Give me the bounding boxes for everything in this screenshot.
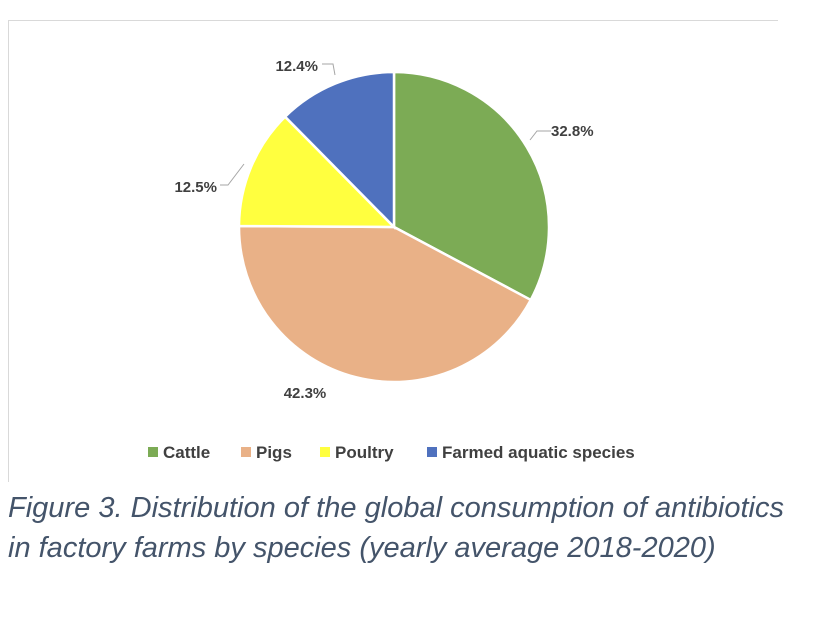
legend-label: Pigs	[256, 443, 292, 462]
legend-label: Cattle	[163, 443, 210, 462]
pie-slices	[237, 70, 551, 384]
data-labels: 32.8% 42.3% 12.5% 12.4%	[174, 58, 593, 402]
leader-line	[529, 130, 551, 141]
data-label: 42.3%	[284, 385, 327, 402]
pie-chart: 32.8% 42.3% 12.5% 12.4% Cattle Pigs Poultry Fa…	[148, 58, 635, 462]
legend: Cattle Pigs Poultry Farmed aquatic species	[148, 443, 635, 462]
data-label: 12.4%	[275, 58, 318, 75]
data-label: 12.5%	[174, 179, 217, 196]
chart-frame	[8, 20, 778, 482]
legend-swatch	[427, 447, 437, 457]
legend-swatch	[148, 447, 158, 457]
figure-caption: Figure 3. Distribution of the global con…	[8, 492, 784, 564]
leader-line	[322, 63, 336, 76]
pie-slice-cattle	[392, 70, 551, 302]
pie-slice-pigs	[237, 224, 533, 384]
leader-lines	[220, 63, 551, 186]
legend-label: Poultry	[335, 443, 394, 462]
legend-swatch	[241, 447, 251, 457]
pie-slice-farmed-aquatic-species	[283, 70, 396, 231]
legend-swatch	[320, 447, 330, 457]
legend-label: Farmed aquatic species	[442, 443, 635, 462]
data-label: 32.8%	[551, 123, 594, 140]
pie-slice-poultry	[237, 114, 398, 229]
leader-line	[220, 163, 245, 186]
